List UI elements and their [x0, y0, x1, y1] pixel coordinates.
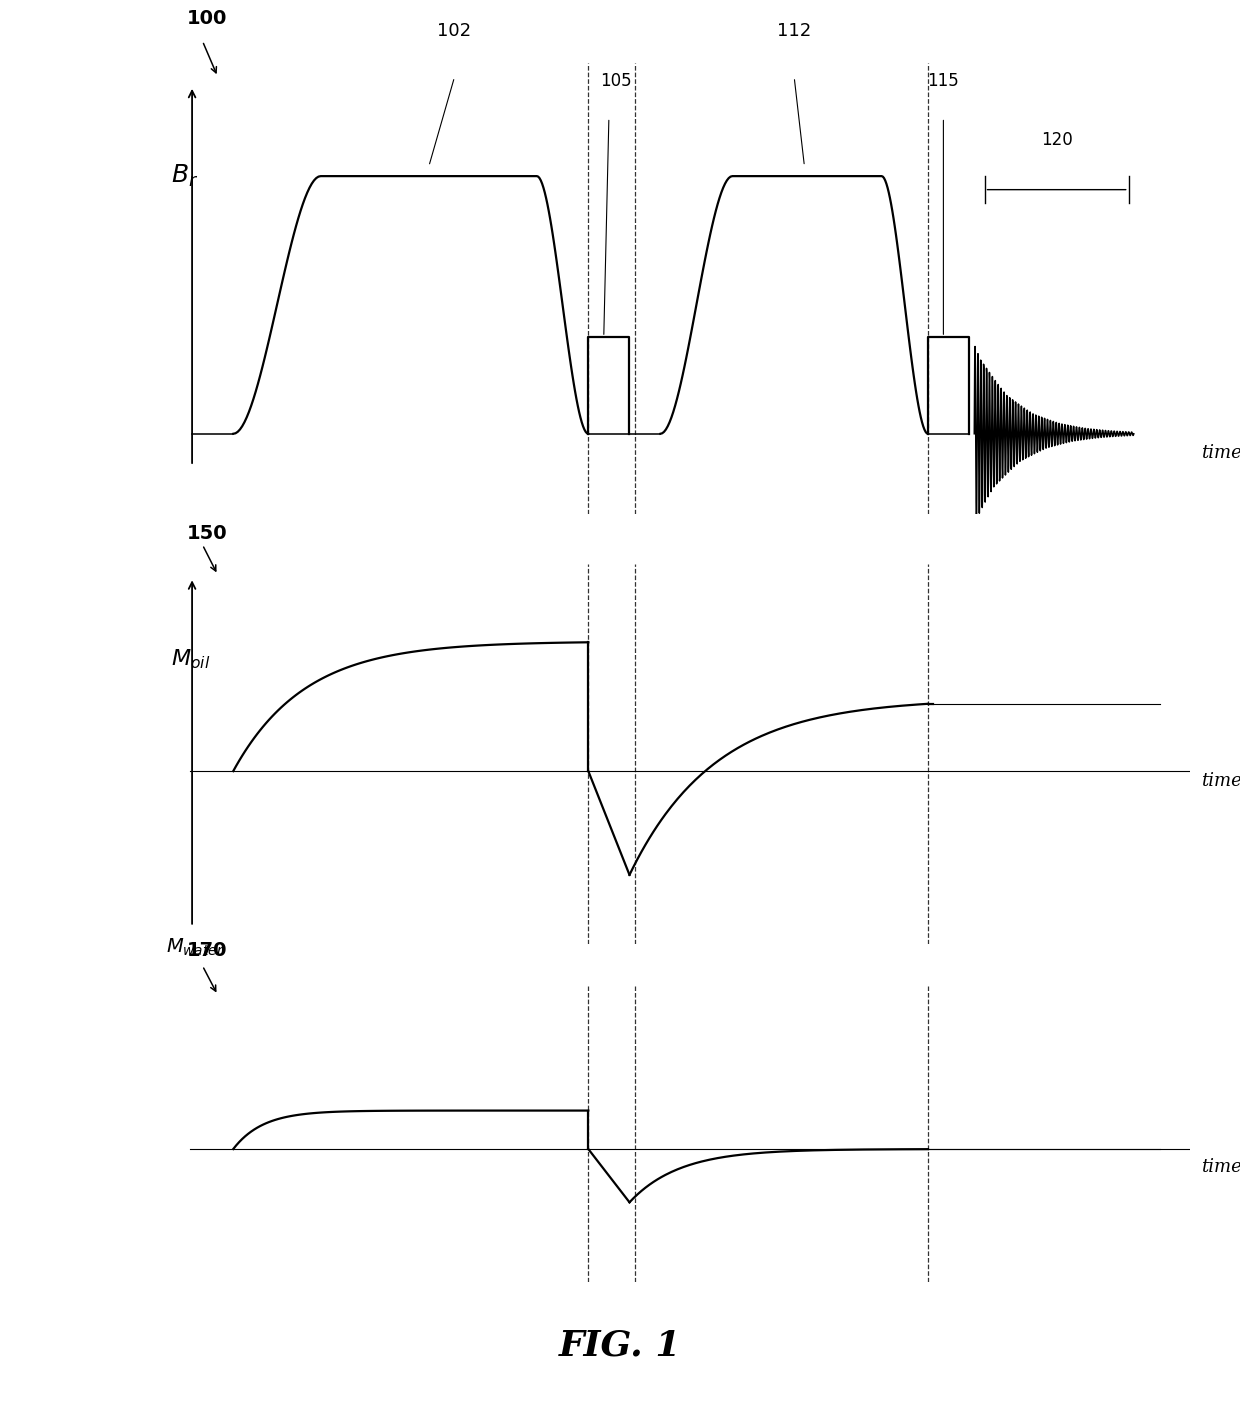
Text: $M_{oil}$: $M_{oil}$ [171, 647, 211, 671]
Text: 112: 112 [777, 23, 811, 41]
Text: 111: 111 [615, 596, 647, 613]
Text: 104: 104 [573, 596, 604, 613]
Text: 170: 170 [187, 941, 227, 961]
Text: time: time [1200, 772, 1240, 790]
Text: 105: 105 [600, 72, 632, 90]
Text: 115: 115 [928, 72, 960, 90]
Text: 120: 120 [1040, 131, 1073, 148]
Text: 100: 100 [187, 8, 227, 28]
Text: $\tau_{polz1}$: $\tau_{polz1}$ [388, 613, 434, 634]
Text: time: time [1200, 1158, 1240, 1175]
Text: 114: 114 [913, 596, 944, 613]
Text: $B_r$: $B_r$ [171, 163, 198, 189]
Text: time: time [1200, 444, 1240, 462]
Text: $M_{water}$: $M_{water}$ [166, 937, 224, 958]
Text: $\tau_{polz2}$: $\tau_{polz2}$ [756, 613, 801, 634]
Text: 150: 150 [187, 524, 228, 542]
Text: FIG. 1: FIG. 1 [559, 1329, 681, 1363]
Text: 102: 102 [438, 23, 471, 41]
